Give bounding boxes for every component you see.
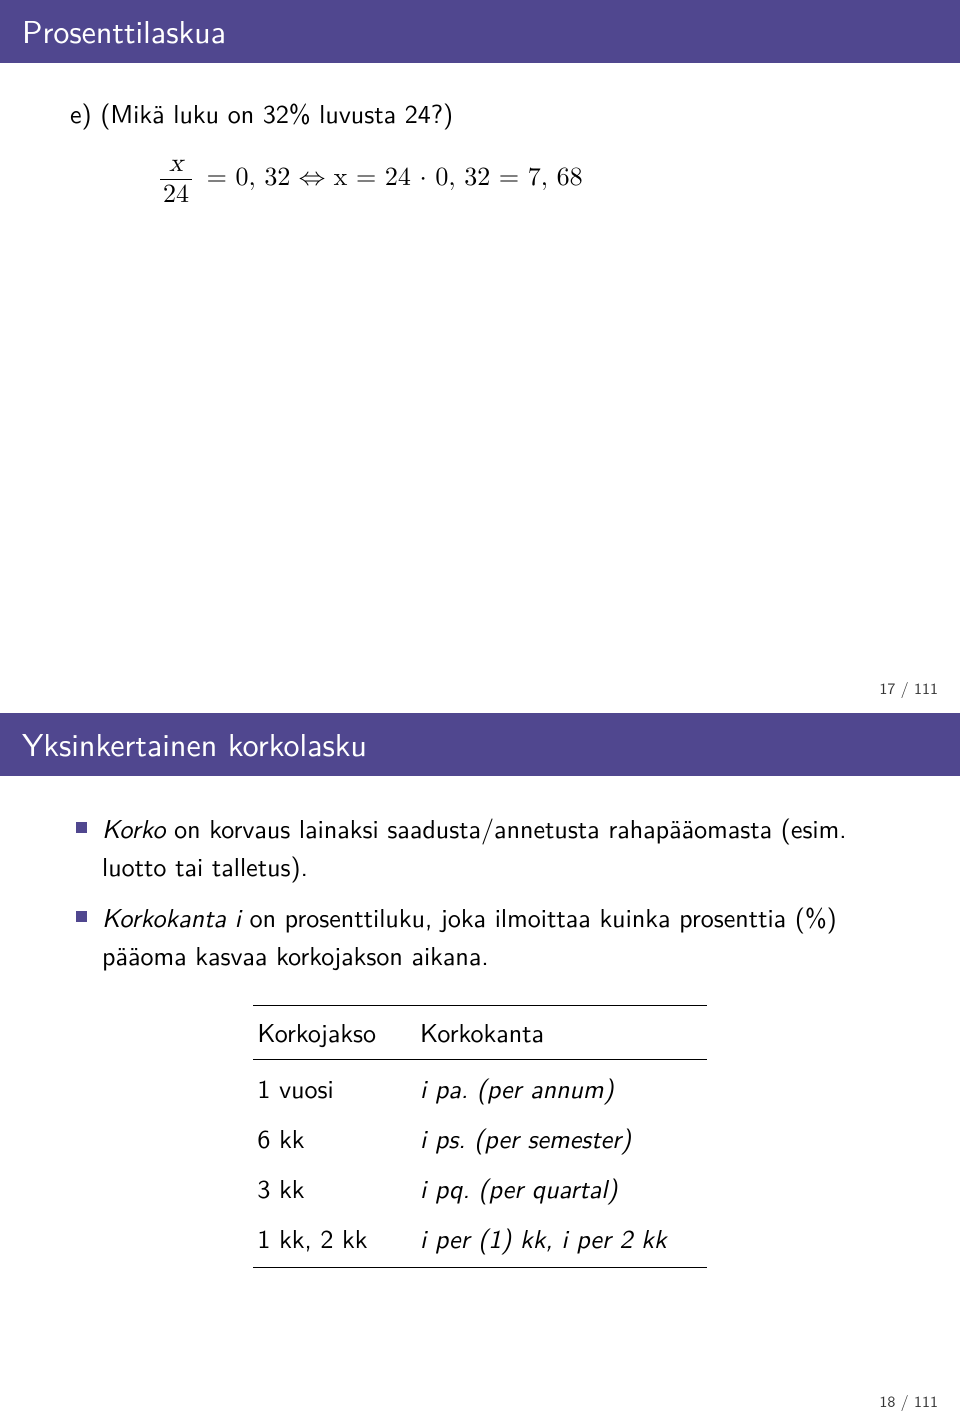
slide1-title: Prosenttilaskua	[0, 0, 960, 63]
table-cell: i pq. (per quartal)	[416, 1164, 707, 1214]
bullet-1: Korko on korvaus lainaksi saadusta/annet…	[70, 810, 890, 885]
table-cell: i pa. (per annum)	[416, 1060, 707, 1114]
table-row: 1 kk, 2 kk i per (1) kk, i per 2 kk	[253, 1214, 706, 1268]
table-cell: i ps. (per semester)	[416, 1114, 707, 1164]
bullet-2: Korkokanta i on prosenttiluku, joka ilmo…	[70, 899, 890, 974]
table-row: 6 kk i ps. (per semester)	[253, 1114, 706, 1164]
slide-2: Yksinkertainen korkolasku Korko on korva…	[0, 713, 960, 1426]
slide2-title: Yksinkertainen korkolasku	[0, 713, 960, 776]
fraction-num: x	[160, 151, 192, 180]
slide1-equation: x 24 = 0, 32 ⇔ x = 24 · 0, 32 = 7, 68	[160, 151, 890, 208]
table-cell: 1 vuosi	[253, 1060, 416, 1114]
table-cell: 6 kk	[253, 1114, 416, 1164]
slide1-question: e) (Mikä luku on 32% luvusta 24?)	[70, 95, 890, 133]
bullet2-emph: Korkokanta i	[102, 898, 241, 936]
slide2-page-number: 18 / 111	[879, 1389, 938, 1412]
table-cell: i per (1) kk, i per 2 kk	[416, 1214, 707, 1268]
table-head-2: Korkokanta	[416, 1005, 707, 1060]
table-cell: 3 kk	[253, 1164, 416, 1214]
table-row: 1 vuosi i pa. (per annum)	[253, 1060, 706, 1114]
table-row: 3 kk i pq. (per quartal)	[253, 1164, 706, 1214]
slide1-page-number: 17 / 111	[879, 676, 938, 699]
fraction: x 24	[160, 151, 192, 208]
table-head-row: Korkojakso Korkokanta	[253, 1005, 706, 1060]
table-cell: 1 kk, 2 kk	[253, 1214, 416, 1268]
fraction-den: 24	[160, 180, 192, 208]
slide-1: Prosenttilaskua e) (Mikä luku on 32% luv…	[0, 0, 960, 713]
bullet1-emph: Korko	[102, 809, 165, 847]
korko-table: Korkojakso Korkokanta 1 vuosi i pa. (per…	[253, 1005, 706, 1268]
bullet1-rest: on korvaus lainaksi saadusta/annetusta r…	[102, 809, 847, 885]
slide1-content: e) (Mikä luku on 32% luvusta 24?) x 24 =…	[0, 63, 960, 208]
equation-rhs: = 0, 32 ⇔ x = 24 · 0, 32 = 7, 68	[207, 165, 583, 191]
table-head-1: Korkojakso	[253, 1005, 416, 1060]
slide2-content: Korko on korvaus lainaksi saadusta/annet…	[0, 776, 960, 1268]
bullet-list: Korko on korvaus lainaksi saadusta/annet…	[70, 810, 890, 975]
